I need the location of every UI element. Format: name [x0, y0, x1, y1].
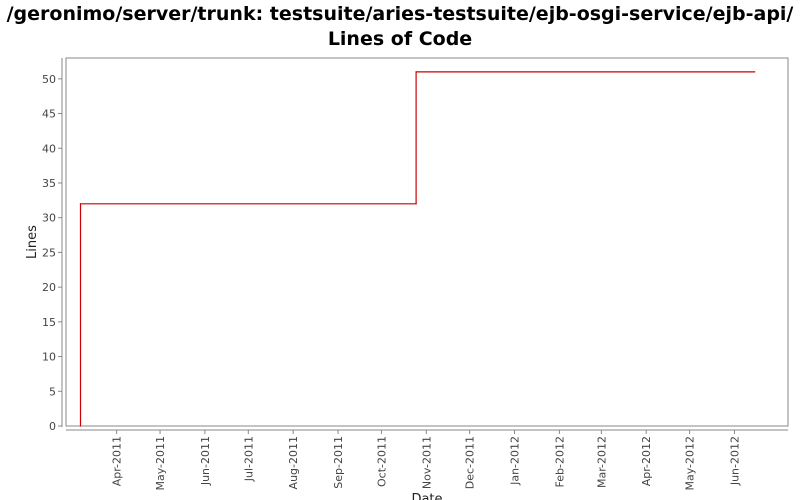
x-axis-title: Date	[411, 492, 442, 500]
x-tick-label: Apr-2012	[640, 436, 653, 486]
y-tick-label: 45	[42, 108, 56, 121]
y-tick-label: 50	[42, 73, 56, 86]
y-tick-label: 30	[42, 212, 56, 225]
x-tick-label: Sep-2011	[332, 436, 345, 489]
y-tick-label: 5	[49, 385, 56, 398]
chart-title-line1: /geronimo/server/trunk: testsuite/aries-…	[6, 3, 794, 25]
x-tick-label: Feb-2012	[553, 436, 566, 487]
x-tick-label: Jun-2012	[728, 436, 741, 486]
x-tick-label: Jan-2012	[509, 436, 522, 486]
x-tick-label: Aug-2011	[287, 436, 300, 489]
x-tick-label: Mar-2012	[595, 436, 608, 488]
data-point	[754, 71, 756, 73]
y-tick-label: 20	[42, 281, 56, 294]
data-point	[79, 203, 82, 205]
y-tick-label: 25	[42, 246, 56, 259]
x-tick-label: Dec-2011	[464, 436, 477, 489]
plot-area	[65, 57, 789, 427]
x-tick-label: Jul-2011	[242, 436, 255, 482]
plot-border	[65, 57, 789, 427]
data-point	[79, 425, 82, 427]
y-tick-label: 15	[42, 316, 56, 329]
y-tick-label: 0	[49, 420, 56, 433]
chart-title-line2: Lines of Code	[327, 28, 473, 50]
x-axis: Apr-2011 May-2011 Jun-2011 Jul-2011 Aug-2011…	[66, 429, 788, 491]
x-tick-label: Jun-2011	[199, 436, 212, 486]
x-tick-label: Apr-2011	[111, 436, 124, 486]
y-tick-label: 10	[42, 351, 56, 364]
x-tick-label: Oct-2011	[375, 436, 388, 487]
y-axis-title: Lines	[25, 225, 40, 259]
x-tick-label: Nov-2011	[420, 436, 433, 489]
x-tick-label: May-2011	[154, 436, 167, 491]
y-tick-label: 35	[42, 177, 56, 190]
x-tick-label: May-2012	[684, 436, 697, 491]
data-point	[415, 203, 417, 205]
data-point	[415, 71, 417, 73]
y-axis: 0 5 10 15 20 25 30 35 40 45 50	[42, 58, 63, 433]
y-tick-label: 40	[42, 142, 56, 155]
series-layer	[79, 71, 756, 427]
